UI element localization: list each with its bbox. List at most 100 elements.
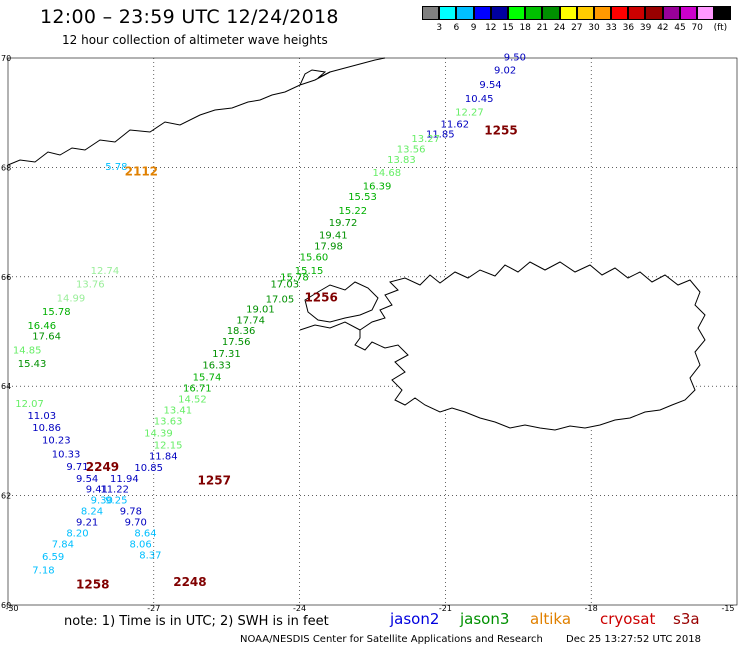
scale-label: 36	[622, 23, 635, 33]
scale-label: 6	[453, 23, 460, 33]
lon-tick-label: -15	[721, 604, 734, 613]
wave-height-label: 10.23	[42, 436, 71, 447]
wave-height-label: 13.76	[76, 280, 105, 291]
wave-height-label: 15.78	[280, 273, 309, 284]
wave-height-label: 8.06	[130, 540, 152, 551]
color-scale-boxes	[422, 6, 732, 20]
wave-height-labels: 9.509.029.5410.4512.2711.6211.8513.2713.…	[13, 53, 526, 577]
wave-height-label: 5.78	[105, 162, 127, 173]
scale-label: 12	[485, 23, 497, 33]
wave-height-label: 16.33	[202, 361, 231, 372]
scale-label: 33	[605, 23, 617, 33]
wave-height-label: 13.27	[411, 134, 440, 145]
wave-height-label: 9.70	[125, 518, 147, 529]
wave-height-label: 14.99	[57, 293, 86, 304]
wave-height-label: 8.24	[81, 507, 103, 518]
scale-label: 42	[657, 23, 669, 33]
wave-height-label: 15.53	[348, 192, 377, 203]
wave-height-label: 16.39	[363, 181, 392, 192]
wave-height-label: 10.33	[52, 449, 81, 460]
wave-height-label: 9.02	[494, 65, 516, 76]
scale-swatch	[456, 6, 474, 20]
scale-swatch	[439, 6, 457, 20]
scale-label: 30	[588, 23, 600, 33]
scale-swatch	[593, 6, 612, 20]
wave-height-label: 19.01	[246, 304, 275, 315]
pass-time-label: 1256	[304, 290, 337, 304]
scale-label: 70	[691, 23, 703, 33]
greenland-coastline	[7, 57, 386, 166]
pass-time-label: 1255	[484, 124, 517, 138]
wave-height-label: 19.41	[319, 231, 348, 242]
scale-swatch	[628, 6, 646, 20]
scale-swatch	[611, 6, 629, 20]
scale-swatch	[473, 6, 491, 20]
wave-height-label: 17.56	[222, 337, 251, 348]
timestamp-text: Dec 25 13:27:52 UTC 2018	[566, 634, 701, 645]
wave-height-label: 10.86	[32, 423, 61, 434]
wave-height-label: 9.41	[86, 484, 108, 495]
wave-height-label: 9.71	[66, 462, 88, 473]
scale-label: 39	[639, 23, 652, 33]
lon-tick-label: -24	[293, 604, 306, 613]
wave-height-label: 11.22	[100, 484, 129, 495]
scale-label: (ft)	[713, 23, 728, 33]
wave-height-label: 9.54	[479, 80, 501, 91]
scale-label: 9	[470, 23, 477, 33]
wave-height-label: 11.94	[110, 474, 139, 485]
wave-height-label: 19.72	[329, 218, 358, 229]
wave-height-label: 16.46	[27, 321, 56, 332]
wave-height-label: 17.64	[32, 332, 61, 343]
wave-height-label: 7.84	[52, 540, 74, 551]
wave-height-label: 13.56	[397, 145, 426, 156]
page-title: 12:00 – 23:59 UTC 12/24/2018	[40, 6, 339, 28]
wave-height-label: 9.25	[105, 495, 127, 506]
pass-time-labels: 1255 2112 1256 2249 1257 1258 2248	[76, 124, 518, 592]
pass-time-label: 2248	[173, 575, 206, 589]
wave-height-label: 15.22	[338, 206, 367, 217]
scale-label: 24	[553, 23, 566, 33]
wave-height-label: 13.83	[387, 155, 416, 166]
pass-time-label: 2112	[125, 165, 158, 179]
wave-height-label: 9.78	[120, 507, 142, 518]
scale-label: 21	[536, 23, 549, 33]
scale-swatch	[559, 6, 577, 20]
scale-swatch	[422, 6, 440, 20]
wave-height-label: 11.03	[27, 411, 56, 422]
wave-height-label: 17.05	[266, 295, 295, 306]
satellite-legend-item: jason3	[460, 610, 510, 628]
scale-swatch	[662, 6, 680, 20]
wave-height-label: 7.18	[32, 565, 54, 576]
lon-tick-label: -21	[439, 604, 452, 613]
lon-tick-label: -30	[5, 604, 18, 613]
wave-height-label: 9.30	[91, 495, 113, 506]
wave-height-label: 13.63	[154, 416, 183, 427]
scale-swatch	[525, 6, 543, 20]
wave-height-label: 15.60	[300, 252, 329, 263]
wave-height-label: 15.74	[193, 373, 222, 384]
wave-height-label: 11.62	[441, 119, 470, 130]
satellite-legend-item: cryosat	[600, 610, 656, 628]
wave-height-label: 12.74	[91, 266, 120, 277]
scale-label: 18	[519, 23, 531, 33]
wave-height-label: 14.85	[13, 345, 42, 356]
wave-height-label: 13.41	[164, 406, 193, 417]
lat-tick-label: 68	[1, 163, 11, 172]
lat-tick-label: 70	[1, 54, 11, 63]
iceland-fjord-west	[299, 321, 361, 331]
scale-swatch	[542, 6, 560, 20]
wave-height-label: 17.74	[236, 315, 265, 326]
wave-height-label: 8.64	[134, 529, 156, 540]
lat-tick-label: 66	[1, 273, 11, 282]
iceland-westfjords	[304, 281, 379, 323]
wave-height-label: 12.07	[15, 399, 44, 410]
wave-height-label: 16.71	[183, 384, 212, 395]
lon-tick-label: -27	[147, 604, 160, 613]
wave-height-label: 11.84	[149, 451, 178, 462]
scale-label: 15	[502, 23, 514, 33]
scale-swatch	[507, 6, 526, 20]
scale-swatch	[490, 6, 508, 20]
lat-tick-label: 60	[1, 601, 11, 610]
wave-height-label: 10.85	[134, 463, 163, 474]
